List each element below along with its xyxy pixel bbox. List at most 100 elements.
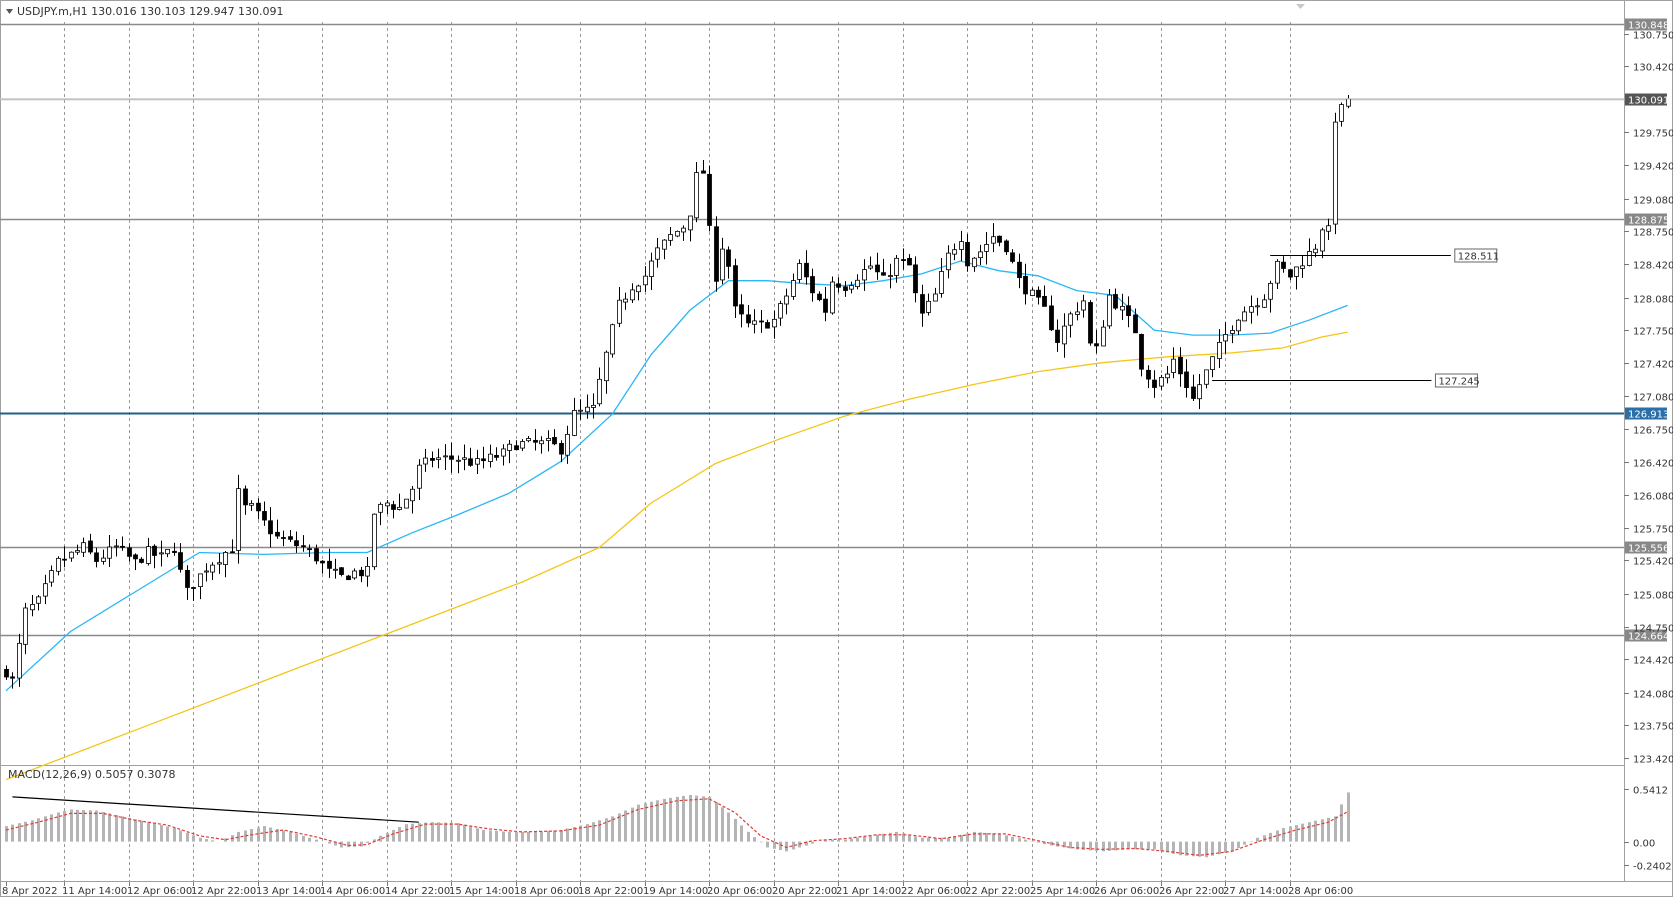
candle-body (430, 458, 435, 461)
candle-body (481, 458, 486, 462)
candle-body (204, 570, 209, 573)
candle-body (913, 264, 918, 294)
price-tick-label: 128.080 (1633, 295, 1673, 306)
price-tick-label: 129.420 (1633, 162, 1673, 173)
candle-body (694, 172, 699, 219)
level-price-tag (1625, 629, 1667, 642)
candle-body (262, 511, 267, 521)
candle-body (1236, 319, 1241, 332)
candle-body (127, 547, 132, 557)
candle-body (152, 545, 157, 556)
candle-body (1217, 341, 1222, 360)
candle-body (62, 558, 67, 561)
time-tick-label: 20 Apr 06:00 (707, 886, 772, 897)
price-tick-label: 127.080 (1633, 393, 1673, 404)
candle-body (784, 295, 789, 305)
candle-body (1268, 282, 1273, 300)
time-tick-label: 15 Apr 14:00 (449, 886, 514, 897)
candle-body (714, 226, 719, 282)
candles (0, 94, 1624, 689)
candle-body (752, 320, 757, 325)
annotation-label: 128.511 (1458, 252, 1499, 263)
candle-body (23, 607, 28, 645)
candle-body (327, 560, 332, 569)
symbol-info: USDJPY.m,H1 130.016 130.103 129.947 130.… (17, 5, 284, 18)
price-tick-label: 124.750 (1633, 624, 1673, 635)
candle-body (94, 552, 99, 562)
macd-tick-label: -0.2402 (1633, 862, 1672, 873)
candle-body (120, 545, 125, 548)
time-tick-label: 25 Apr 14:00 (1030, 886, 1095, 897)
candle-body (449, 455, 454, 460)
candle-body (1178, 356, 1183, 375)
candle-body (546, 437, 551, 442)
candle-body (604, 351, 609, 382)
time-tick-label: 14 Apr 22:00 (385, 886, 450, 897)
candle-body (726, 249, 731, 267)
candle-body (352, 570, 357, 579)
candle-body (1339, 104, 1344, 122)
candle-body (1288, 269, 1293, 278)
candle-body (1255, 305, 1260, 308)
candle-body (185, 570, 190, 588)
candle-body (1210, 356, 1215, 371)
candle-body (1068, 313, 1073, 326)
grid (64, 22, 1291, 881)
candle-body (333, 568, 338, 571)
level-price-tag (1625, 213, 1667, 226)
macd-trend-line[interactable] (12, 796, 419, 823)
candle-body (952, 249, 957, 255)
candle-body (385, 502, 390, 507)
candle-body (1101, 326, 1106, 347)
candle-body (288, 536, 293, 540)
candle-body (339, 567, 344, 575)
shift-marker-icon[interactable] (1296, 4, 1305, 9)
candle-body (643, 275, 648, 286)
candle-body (623, 298, 628, 303)
candle-body (1223, 334, 1228, 342)
candle-body (236, 488, 241, 551)
candle-body (436, 457, 441, 460)
price-tick-label: 129.080 (1633, 196, 1673, 207)
candle-body (578, 409, 583, 412)
candle-body (868, 265, 873, 269)
candle-body (688, 215, 693, 231)
macd-indicator: 0.5412 0.00 -0.2402 (5, 786, 1672, 873)
price-tick-label: 123.420 (1633, 755, 1673, 766)
candle-body (410, 488, 415, 502)
candle-body (172, 550, 177, 553)
candle-body (4, 668, 9, 678)
candle-body (1042, 296, 1047, 307)
candle-body (701, 170, 706, 174)
candle-body (443, 455, 448, 458)
candle-body (275, 531, 280, 537)
candle-body (139, 558, 144, 563)
candle-body (114, 545, 119, 548)
price-tick-label: 128.420 (1633, 261, 1673, 272)
candle-body (1081, 300, 1086, 311)
triangle-down-icon[interactable] (6, 9, 13, 14)
candle-body (630, 289, 635, 301)
candle-body (1294, 266, 1299, 277)
candle-body (1055, 329, 1060, 343)
horizontal-levels[interactable]: 130.848 130.091 128.875 126.913 125.556 124.6… (0, 18, 1669, 643)
level-price-tag-label: 130.848 (1628, 21, 1669, 32)
level-price-tag (1625, 93, 1667, 106)
candle-body (301, 545, 306, 548)
candle-body (178, 552, 183, 570)
time-tick-label: 28 Apr 06:00 (1288, 886, 1353, 897)
time-tick-label: 8 Apr 2022 (2, 886, 57, 897)
candle-body (1281, 261, 1286, 269)
time-tick-label: 20 Apr 22:00 (772, 886, 837, 897)
time-tick-label: 14 Apr 06:00 (320, 886, 385, 897)
candle-body (1036, 289, 1041, 298)
price-annotations[interactable]: 128.511 127.245 (1212, 248, 1499, 388)
price-tick-label: 126.080 (1633, 492, 1673, 503)
candle-body (391, 504, 396, 510)
candle-body (862, 269, 867, 281)
candle-body (636, 285, 641, 293)
candle-body (256, 502, 261, 512)
candle-body (81, 542, 86, 553)
